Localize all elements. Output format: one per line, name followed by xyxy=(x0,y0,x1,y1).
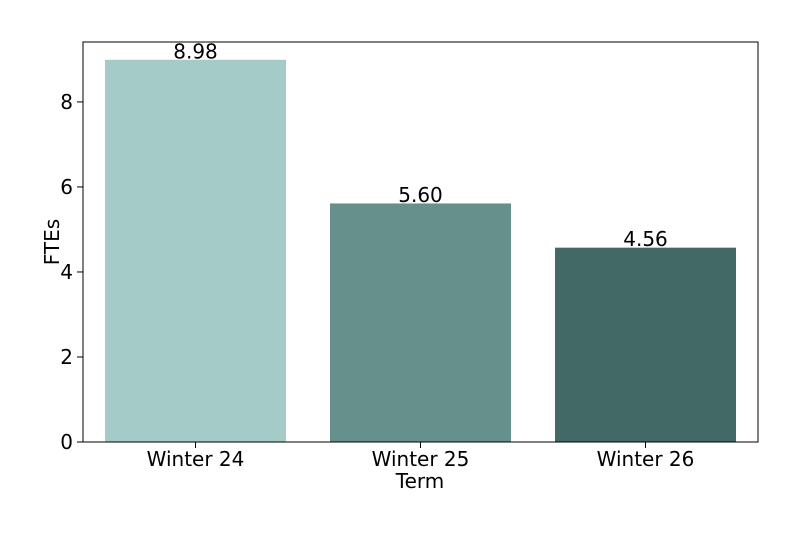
value-label: 4.56 xyxy=(623,227,668,251)
value-label: 5.60 xyxy=(398,183,443,207)
y-axis-label: FTEs xyxy=(40,219,64,265)
y-tick-label: 2 xyxy=(60,345,73,369)
x-tick-label: Winter 25 xyxy=(372,447,470,471)
y-tick-label: 8 xyxy=(60,90,73,114)
plot-frame xyxy=(82,41,759,443)
x-axis-label: Term xyxy=(395,469,444,493)
y-tick-label: 0 xyxy=(60,430,73,454)
bar xyxy=(330,203,511,443)
y-tick-label: 6 xyxy=(60,175,73,199)
value-label: 8.98 xyxy=(173,39,218,63)
y-tick-label: 4 xyxy=(60,260,73,284)
x-tick-label: Winter 26 xyxy=(597,447,695,471)
x-tick-label: Winter 24 xyxy=(147,447,245,471)
bar xyxy=(555,247,736,443)
bar xyxy=(105,59,286,443)
